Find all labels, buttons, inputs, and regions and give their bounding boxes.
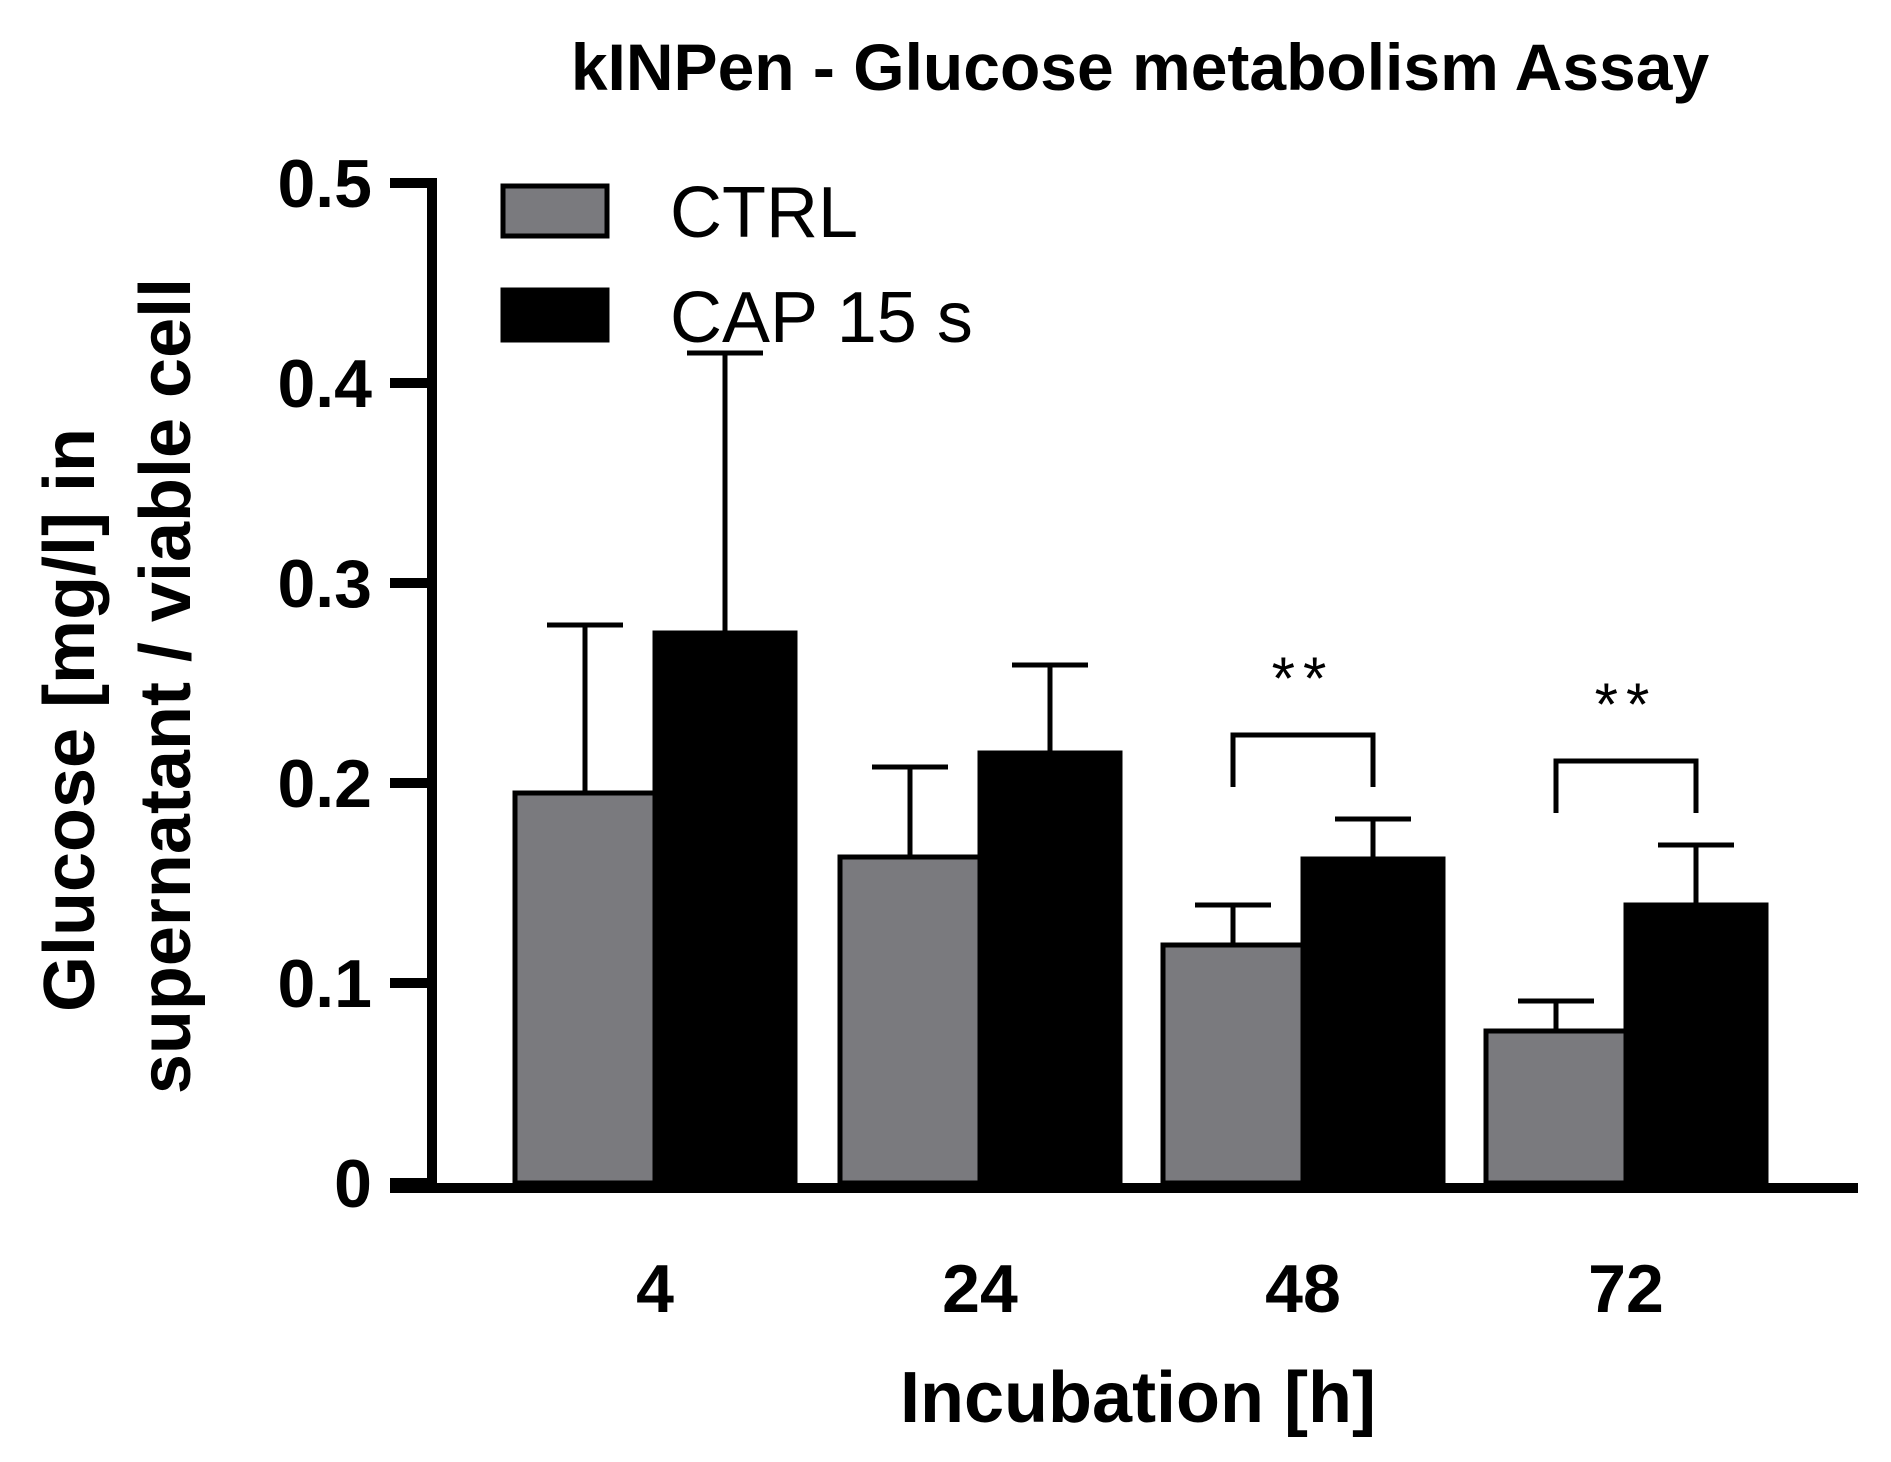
bar-ctrl-4h [512, 790, 658, 1186]
y-axis-ticks: 0 0.1 0.2 0.3 0.4 0.5 [277, 146, 432, 1222]
y-tick-label: 0.3 [277, 546, 372, 622]
chart-title: kINPen - Glucose metabolism Assay [571, 30, 1710, 104]
significance-bracket [1230, 732, 1376, 787]
bar-ctrl-72h [1483, 1028, 1629, 1186]
bar-cap-72h [1623, 902, 1769, 1186]
significance-bracket [1553, 758, 1699, 813]
y-tick-label: 0.4 [277, 346, 372, 422]
legend-label-cap: CAP 15 s [670, 278, 973, 358]
bar-ctrl-24h [837, 854, 983, 1186]
significance-annotations: ** ** [1230, 645, 1699, 813]
legend-swatch-ctrl [500, 183, 610, 239]
bar-ctrl-48h [1160, 942, 1306, 1186]
y-axis-title-line1: Glucose [mg/l] in [30, 428, 110, 1012]
error-bars [547, 350, 1734, 1031]
y-tick-label: 0.1 [277, 946, 372, 1022]
y-tick-label: 0.2 [277, 746, 372, 822]
significance-label: ** [1595, 671, 1658, 738]
bar-cap-4h [652, 630, 798, 1186]
significance-label: ** [1272, 645, 1335, 712]
x-axis-labels: 4 24 48 72 [636, 1251, 1664, 1327]
x-tick-label: 72 [1588, 1251, 1664, 1327]
y-tick-label: 0.5 [277, 146, 372, 222]
bar-cap-48h [1300, 856, 1446, 1186]
x-tick-label: 48 [1265, 1251, 1341, 1327]
y-tick-label: 0 [334, 1146, 372, 1222]
bar-cap-24h [977, 750, 1123, 1186]
legend: CTRL CAP 15 s [500, 173, 973, 358]
legend-swatch-cap [500, 287, 610, 343]
legend-label-ctrl: CTRL [670, 173, 858, 253]
x-tick-label: 24 [942, 1251, 1018, 1327]
x-axis-title: Incubation [h] [900, 1358, 1376, 1438]
y-axis-title: Glucose [mg/l] in supernatant / viable c… [30, 278, 206, 1094]
x-tick-label: 4 [636, 1251, 674, 1327]
y-axis-title-line2: supernatant / viable cell [126, 278, 206, 1094]
bars [512, 630, 1769, 1186]
